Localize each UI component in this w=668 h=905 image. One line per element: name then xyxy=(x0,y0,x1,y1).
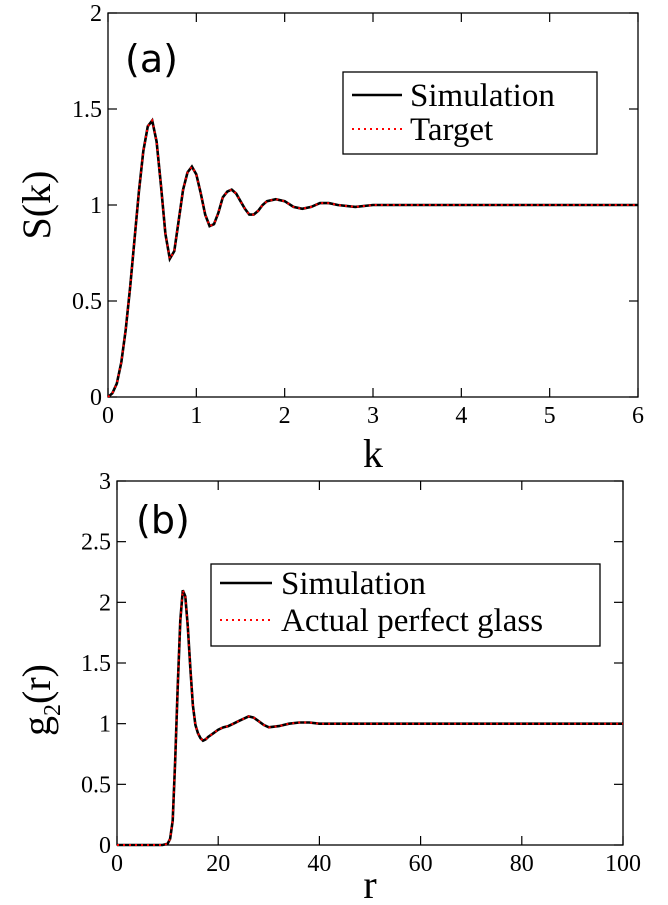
panel-b-legend-label-actual-perfect-glass: Actual perfect glass xyxy=(281,603,543,639)
panel-a-y-tick-label: 1.5 xyxy=(72,97,102,123)
panel-a-x-tick-label: 2 xyxy=(279,403,291,429)
panel-b-y-tick-label: 3 xyxy=(99,469,111,495)
panel-b-y-tick-label: 0 xyxy=(99,833,111,859)
panel-a-label: (a) xyxy=(125,37,178,81)
panel-a-series-line-target xyxy=(107,118,638,398)
panel-b-x-tick-label: 0 xyxy=(111,851,123,877)
panel-a-y-tick-label: 2 xyxy=(90,1,102,27)
panel-b-series-line-actual-perfect-glass xyxy=(117,589,623,846)
panel-a-x-tick-label: 4 xyxy=(455,403,467,429)
panel-b-y-tick-label: 1.5 xyxy=(81,651,111,677)
panel-a-x-tick-label: 5 xyxy=(544,403,556,429)
panel-a-tick-labels: 0 1 2 3 4 5 6 0 0.5 1 1.5 2 xyxy=(72,1,644,429)
panel-a-x-tick-label: 6 xyxy=(632,403,644,429)
panel-b-legend: Simulation Actual perfect glass xyxy=(210,563,601,647)
panel-a-series-line-simulation xyxy=(107,117,638,398)
panel-a-x-tick-label: 3 xyxy=(367,403,379,429)
panel-b-y-tick-label: 0.5 xyxy=(81,772,111,798)
panel-a-y-tick-label: 1 xyxy=(90,193,102,219)
panel-b-x-axis-label: r xyxy=(363,862,376,905)
panel-a-x-axis-label: k xyxy=(363,431,383,476)
panel-a-legend-label-target: Target xyxy=(410,112,493,148)
panel-a-legend-box xyxy=(342,71,598,155)
panel-b-y-axis-label-subscript: 2 xyxy=(40,704,66,716)
panel-b-x-tick-label: 20 xyxy=(206,851,230,877)
panel-b-x-tick-label: 100 xyxy=(605,851,641,877)
panel-b-legend-box xyxy=(210,563,601,647)
panel-b-y-tick-label: 1 xyxy=(99,712,111,738)
panel-b-legend-label-simulation: Simulation xyxy=(281,566,426,602)
panel-b-y-axis-label: g2(r) xyxy=(14,664,66,736)
panel-b-label: (b) xyxy=(136,498,190,542)
panel-a-legend-label-simulation: Simulation xyxy=(410,78,555,114)
panel-a-y-axis-label: S(k) xyxy=(14,171,59,240)
panel-b-ticks xyxy=(116,480,624,846)
panel-b-y-tick-label: 2 xyxy=(99,590,111,616)
panel-a-sk-chart: 0 1 2 3 4 5 6 0 0.5 1 1.5 2 (a) k S(k) Simulation T… xyxy=(14,1,644,476)
panel-b-series xyxy=(117,589,623,847)
panel-b-x-tick-label: 60 xyxy=(409,851,433,877)
panel-a-y-tick-label: 0 xyxy=(90,385,102,411)
panel-a-y-tick-label: 0.5 xyxy=(72,289,102,315)
panel-b-x-tick-label: 40 xyxy=(307,851,331,877)
panel-b-y-tick-label: 2.5 xyxy=(81,530,111,556)
panel-b-y-axis-label-main: g xyxy=(14,716,59,736)
panel-a-ticks xyxy=(107,12,639,398)
panel-a-series xyxy=(107,117,638,398)
panel-b-tick-labels: 0 20 40 60 80 100 0 0.5 1 1.5 2 2.5 3 xyxy=(81,469,641,877)
panel-b-x-tick-label: 80 xyxy=(510,851,534,877)
panel-a-legend: Simulation Target xyxy=(342,71,598,155)
panel-b-y-axis-label-suffix: (r) xyxy=(14,664,59,704)
panel-b-plot-frame xyxy=(116,480,624,846)
panel-a-x-tick-label: 1 xyxy=(190,403,202,429)
panel-a-x-tick-label: 0 xyxy=(102,403,114,429)
